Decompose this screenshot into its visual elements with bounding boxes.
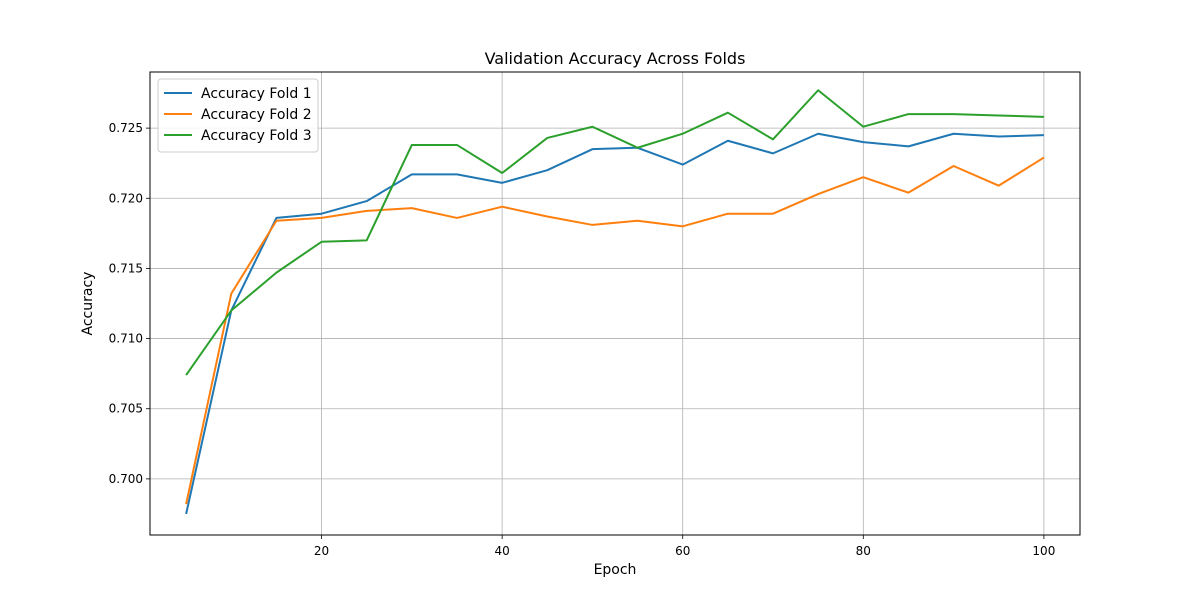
x-tick-label: 60: [675, 544, 690, 558]
y-tick-label: 0.715: [109, 261, 143, 275]
x-axis-label: Epoch: [594, 562, 637, 578]
plot-frame: [149, 71, 1081, 536]
legend-box: [157, 78, 319, 153]
y-tick-label: 0.710: [109, 332, 143, 346]
legend: Accuracy Fold 1 Accuracy Fold 2 Accuracy F…: [157, 78, 319, 153]
y-tick-label: 0.700: [109, 472, 143, 486]
x-axis-ticks: 20 40 60 80 100: [314, 535, 1055, 558]
chart-title: Validation Accuracy Across Folds: [485, 49, 746, 68]
series-lines: [185, 89, 1045, 515]
y-tick-label: 0.725: [109, 121, 143, 135]
x-tick-label: 100: [1032, 544, 1055, 558]
y-tick-label: 0.720: [109, 191, 143, 205]
legend-label: Accuracy Fold 3: [201, 128, 312, 144]
grid: [150, 72, 1080, 535]
series-line-fold-1: [185, 132, 1044, 515]
y-axis-label: Accuracy: [80, 272, 96, 336]
x-tick-label: 80: [856, 544, 871, 558]
x-tick-label: 20: [314, 544, 329, 558]
x-tick-label: 40: [494, 544, 509, 558]
series-line-fold-2: [185, 156, 1045, 505]
legend-label: Accuracy Fold 2: [201, 107, 312, 123]
y-axis-ticks: 0.700 0.705 0.710 0.715 0.720 0.725: [109, 121, 150, 486]
legend-label: Accuracy Fold 1: [201, 86, 312, 102]
y-tick-label: 0.705: [109, 402, 143, 416]
series-line-fold-3: [185, 89, 1044, 376]
